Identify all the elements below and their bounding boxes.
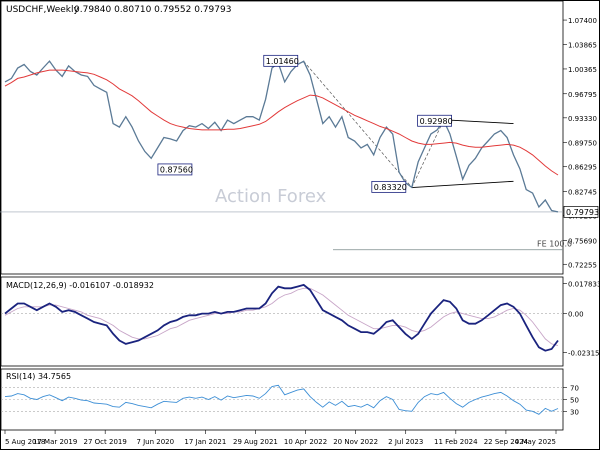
price-y-tick-label: 0.86295	[568, 164, 597, 172]
rsi-header: RSI(14) 34.7565	[6, 372, 71, 381]
price-y-tick-label: 0.75690	[568, 237, 597, 245]
annotation-box	[263, 54, 299, 67]
rsi-y-tick-label: 30	[570, 408, 579, 416]
fe-level-label: FE 100.0	[537, 240, 572, 249]
x-tick-label: 5 Aug 2018	[5, 438, 45, 446]
symbol-header: USDCHF,Weekly	[6, 5, 79, 15]
x-tick-label: 17 Jan 2021	[184, 438, 226, 446]
price-pane-border	[0, 0, 564, 275]
price-y-tick-label: 0.96795	[568, 91, 597, 99]
ohlc-readout: 0.79840 0.80710 0.79552 0.79793	[74, 5, 231, 15]
price-y-tick-label: 0.93330	[568, 115, 597, 123]
macd-y-tick-label: -0.023159	[568, 350, 600, 358]
x-tick-label: 22 Sep 2024	[484, 438, 529, 446]
x-tick-label: 27 Oct 2019	[84, 438, 127, 446]
price-annotations: 0.87560 1.01460 0.83320 0.92980	[157, 54, 453, 193]
moving-average-line	[4, 69, 559, 176]
rsi-y-tick-label: 70	[570, 385, 579, 393]
rsi-line	[4, 384, 559, 415]
macd-header: MACD(12,26,9) -0.016107 -0.018932	[6, 281, 154, 290]
price-y-tick-label: 1.03865	[568, 42, 597, 50]
macd-pane: MACD(12,26,9) -0.016107 -0.018932 0.0178…	[0, 276, 600, 367]
x-tick-label: 17 Mar 2019	[33, 438, 77, 446]
x-tick-label: 11 Feb 2024	[434, 438, 478, 446]
price-y-tick-label: 0.89750	[568, 140, 597, 148]
annotation-label: 0.83320	[374, 183, 407, 192]
annotation-box	[157, 163, 193, 176]
dashed-trendline-low-to-high	[411, 120, 444, 188]
last-price-tag: 0.79793	[563, 206, 599, 218]
x-tick-label: 4 May 2025	[515, 438, 556, 446]
x-tick-label: 10 Apr 2022	[284, 438, 327, 446]
x-tick-label: 7 Jun 2020	[136, 438, 174, 446]
last-price-label: 0.79793	[566, 208, 599, 217]
macd-signal-line	[4, 287, 559, 347]
price-y-tick-label: 1.00365	[568, 66, 597, 74]
rsi-level-lines	[1, 387, 563, 412]
x-tick-label: 2 Jul 2023	[388, 438, 423, 446]
price-y-tick-label: 1.07400	[568, 17, 597, 25]
annotation-label: 0.87560	[160, 165, 193, 174]
price-y-tick-label: 0.72255	[568, 261, 597, 269]
macd-line	[4, 283, 559, 352]
x-tick-label: 20 Nov 2022	[333, 438, 378, 446]
rsi-y-tick-label: 50	[570, 397, 579, 405]
triangle-lower-line	[411, 180, 514, 188]
annotation-label: 0.92980	[420, 117, 453, 126]
watermark: Action Forex	[215, 186, 327, 207]
annotation-box	[417, 114, 452, 127]
dashed-trendline-high-to-low	[303, 61, 413, 188]
macd-y-tick-label: 0.017833	[568, 280, 600, 288]
annotation-label: 1.01460	[266, 57, 299, 66]
price-series-line	[4, 60, 559, 213]
macd-y-axis: 0.017833 0.00 -0.023159	[563, 280, 600, 358]
rsi-pane: RSI(14) 34.7565 70 50 30	[0, 368, 579, 431]
price-y-tick-label: 0.82745	[568, 188, 597, 196]
last-price-box	[563, 206, 599, 218]
macd-y-tick-label: 0.00	[568, 311, 584, 319]
price-pane: USDCHF,Weekly 0.79840 0.80710 0.79552 0.…	[0, 0, 599, 275]
rsi-y-axis: 70 50 30	[563, 385, 579, 416]
annotation-box	[371, 180, 407, 193]
x-tick-label: 29 Aug 2021	[233, 438, 278, 446]
